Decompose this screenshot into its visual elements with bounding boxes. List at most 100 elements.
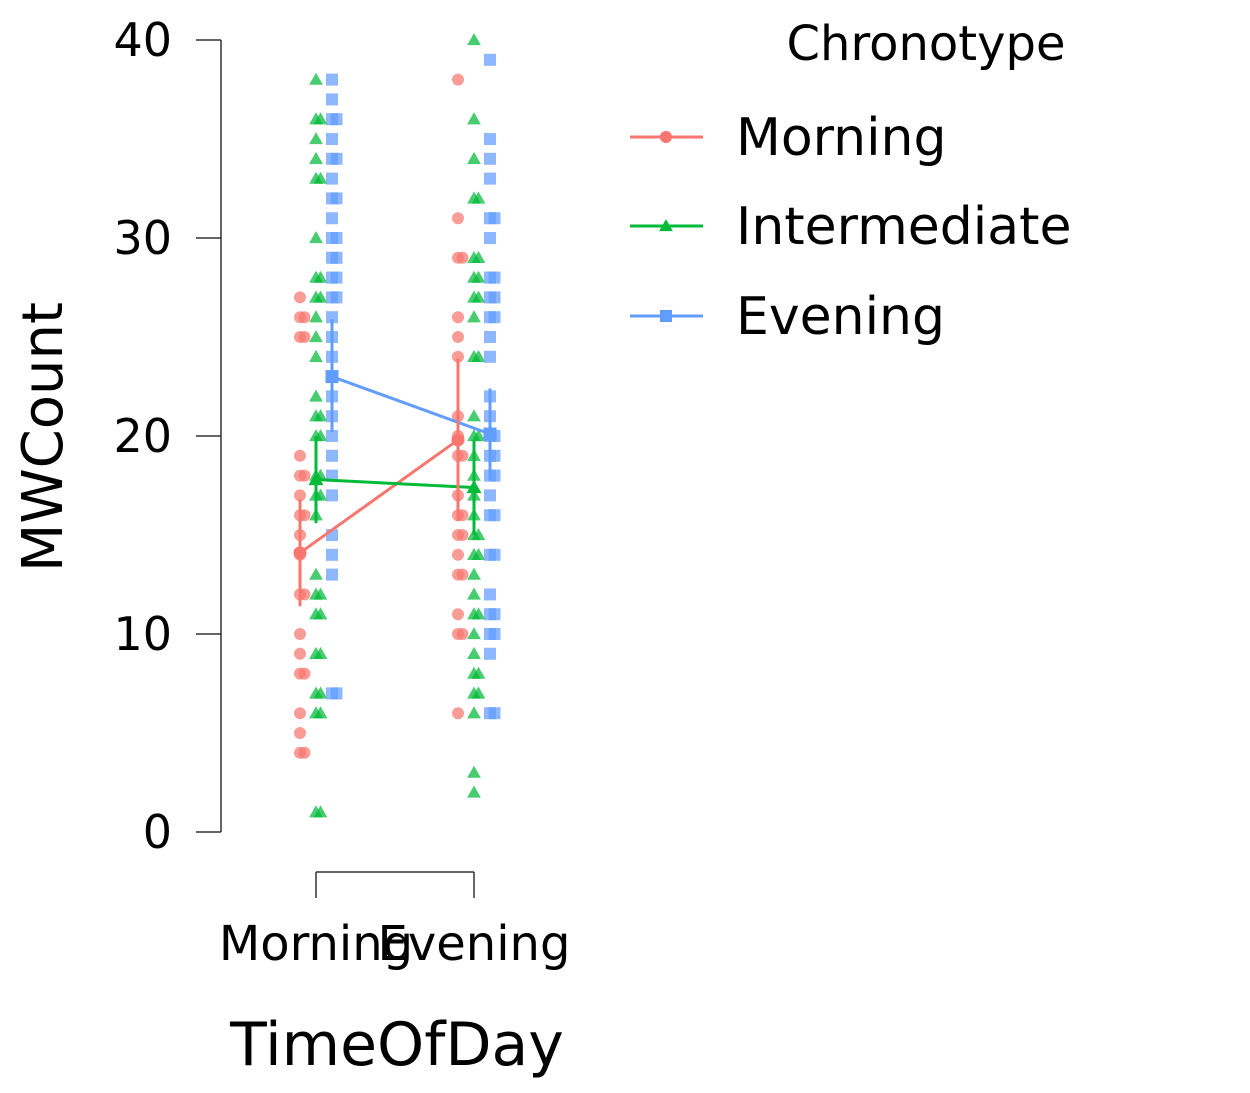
data-point — [309, 567, 323, 580]
x-tick-label: Evening — [378, 916, 571, 972]
data-point — [471, 528, 486, 541]
legend-marker — [660, 131, 672, 143]
mean-marker — [293, 546, 307, 560]
data-point — [488, 548, 501, 561]
y-tick-label: 10 — [113, 607, 172, 661]
data-point — [326, 172, 338, 185]
mean-marker — [483, 427, 497, 441]
data-point — [309, 330, 323, 343]
data-point — [309, 231, 323, 244]
data-point — [309, 151, 323, 164]
data-point — [326, 548, 338, 561]
y-tick-label: 0 — [143, 805, 172, 859]
mean-marker — [325, 370, 339, 384]
data-point — [467, 310, 481, 323]
data-point — [456, 529, 469, 541]
y-tick-label: 40 — [113, 13, 172, 67]
data-point — [467, 33, 481, 46]
data-point — [484, 172, 496, 185]
data-point — [467, 112, 481, 125]
mean-line-morning — [299, 438, 459, 555]
data-point — [313, 112, 328, 125]
data-point — [467, 409, 481, 422]
data-point — [313, 686, 328, 699]
data-point — [467, 785, 481, 798]
data-point — [452, 548, 464, 561]
data-point — [294, 449, 306, 462]
mean-marker — [308, 472, 324, 486]
data-point — [309, 389, 323, 402]
data-point — [326, 430, 338, 442]
legend-label: Evening — [736, 287, 945, 347]
data-point — [294, 647, 306, 660]
data-point — [471, 607, 486, 620]
x-tick-label: Morning — [219, 916, 413, 972]
data-point — [298, 331, 311, 343]
data-point — [452, 350, 464, 363]
data-point — [484, 331, 496, 343]
data-point — [330, 271, 343, 284]
data-point — [326, 469, 338, 482]
data-point — [326, 568, 338, 581]
data-point — [326, 449, 338, 462]
data-point — [488, 509, 501, 522]
data-point — [330, 192, 343, 205]
data-point — [467, 646, 481, 659]
y-tick-label: 30 — [113, 211, 172, 265]
data-point — [471, 290, 486, 303]
data-point — [484, 647, 496, 660]
data-point — [294, 727, 306, 739]
data-point — [488, 628, 501, 640]
data-point — [294, 628, 306, 640]
data-point — [313, 409, 328, 422]
data-point — [330, 291, 343, 304]
data-point — [471, 686, 486, 699]
data-point — [330, 251, 343, 264]
data-point — [330, 687, 343, 700]
data-point — [467, 627, 481, 640]
data-point — [467, 151, 481, 164]
data-point — [488, 291, 501, 304]
data-point — [484, 489, 496, 502]
data-point — [484, 588, 496, 601]
data-point — [484, 152, 496, 165]
y-tick-label: 20 — [113, 409, 172, 463]
mean-line-intermediate — [315, 478, 475, 489]
data-point — [298, 667, 311, 680]
data-point — [298, 311, 311, 324]
legend: Chronotype Morning Intermediate Evening — [630, 16, 1072, 347]
data-point — [484, 53, 496, 66]
data-point — [456, 251, 469, 264]
data-point — [452, 73, 464, 86]
legend-marker — [659, 219, 673, 232]
data-point — [298, 746, 311, 759]
mean-marker — [451, 433, 465, 447]
data-point — [326, 73, 338, 86]
data-point — [326, 489, 338, 502]
legend-label: Morning — [736, 108, 947, 168]
data-point — [471, 250, 486, 263]
mean-lines — [299, 375, 491, 555]
data-point — [313, 805, 328, 818]
data-point — [467, 587, 481, 600]
data-point — [330, 113, 343, 126]
data-point — [471, 349, 486, 362]
data-point — [330, 152, 343, 165]
data-point — [452, 331, 464, 343]
data-point — [452, 707, 464, 720]
data-point — [313, 706, 328, 719]
data-point — [456, 568, 469, 581]
data-point — [326, 311, 338, 324]
mean-line-evening — [331, 375, 491, 436]
data-point — [309, 349, 323, 362]
data-point — [488, 311, 501, 324]
x-axis-title: TimeOfDay — [229, 1010, 564, 1080]
data-point — [309, 310, 323, 323]
mean-marker — [466, 480, 482, 494]
data-point — [488, 271, 501, 284]
data-point — [452, 608, 464, 621]
data-point — [484, 133, 496, 145]
data-point — [471, 666, 486, 679]
data-point — [452, 311, 464, 324]
